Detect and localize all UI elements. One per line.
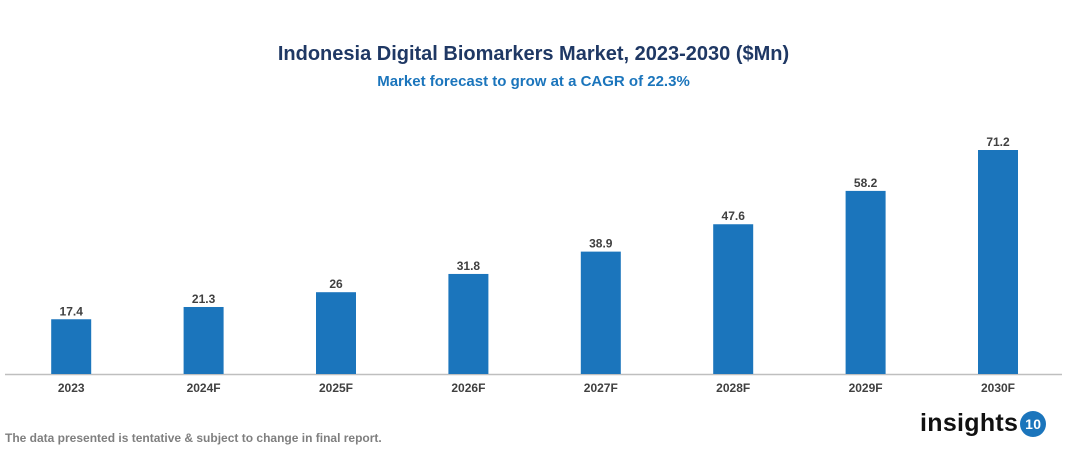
- data-label: 47.6: [722, 209, 746, 223]
- bar-2030F: [978, 150, 1018, 374]
- data-label: 21.3: [192, 292, 216, 306]
- footnote: The data presented is tentative & subjec…: [5, 431, 382, 445]
- data-label: 31.8: [457, 259, 481, 273]
- x-tick-label: 2023: [58, 381, 85, 395]
- data-label: 17.4: [60, 304, 84, 318]
- bar-2027F: [580, 251, 621, 374]
- x-tick-label: 2024F: [187, 381, 221, 395]
- x-tick-label: 2028F: [716, 381, 750, 395]
- x-tick-label: 2025F: [319, 381, 353, 395]
- chart-subtitle: Market forecast to grow at a CAGR of 22.…: [377, 73, 690, 90]
- x-tick-label: 2026F: [451, 381, 485, 395]
- logo-text: insights: [920, 409, 1019, 437]
- chart-title: Indonesia Digital Biomarkers Market, 202…: [277, 43, 790, 65]
- insights10-logo: insights 10: [920, 409, 1047, 438]
- data-label: 71.2: [986, 135, 1010, 149]
- x-tick-label: 2027F: [584, 381, 618, 395]
- data-label: 26: [329, 277, 343, 291]
- logo-badge: 10: [1020, 410, 1047, 437]
- x-tick-label: 2030F: [981, 381, 1015, 395]
- bar-2024F: [183, 306, 224, 374]
- data-label: 58.2: [854, 176, 878, 190]
- bar-2025F: [316, 292, 356, 374]
- bar-2029F: [845, 190, 886, 374]
- data-label: 38.9: [589, 237, 613, 251]
- x-tick-label: 2029F: [849, 381, 883, 395]
- bar-2028F: [713, 224, 754, 374]
- bar-2026F: [448, 273, 489, 374]
- bar-2023: [51, 319, 92, 374]
